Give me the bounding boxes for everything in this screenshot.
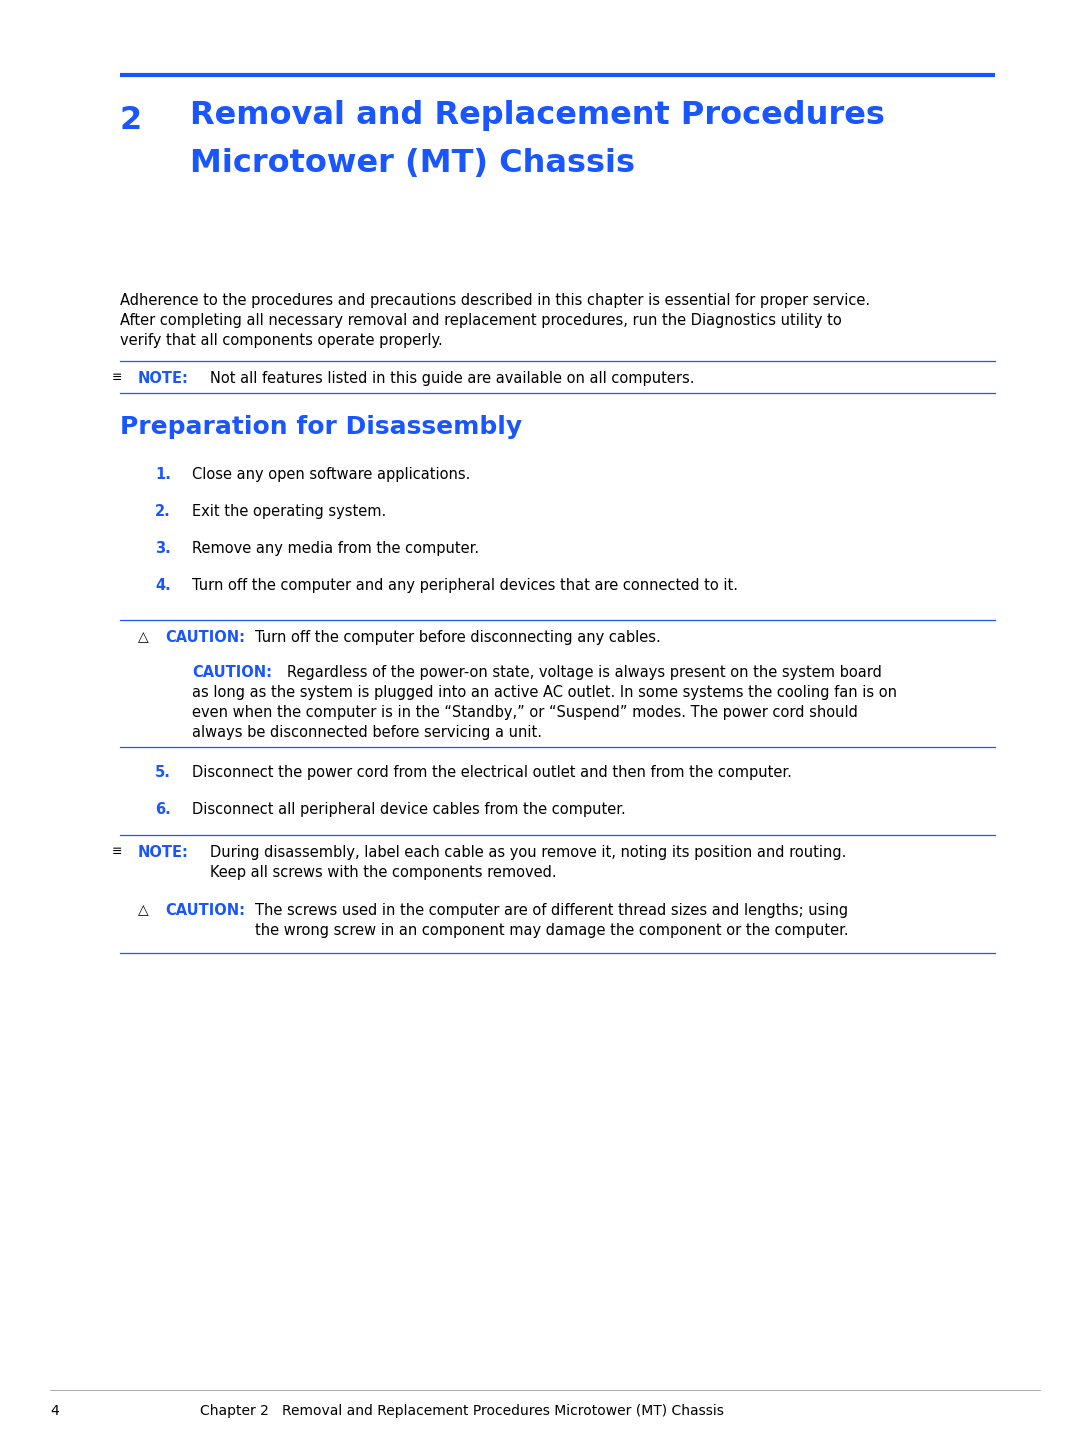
Text: CAUTION:: CAUTION: — [192, 665, 272, 680]
Text: 1.: 1. — [156, 467, 171, 481]
Text: 3.: 3. — [156, 540, 171, 556]
Text: Removal and Replacement Procedures: Removal and Replacement Procedures — [190, 101, 885, 131]
Text: Disconnect the power cord from the electrical outlet and then from the computer.: Disconnect the power cord from the elect… — [192, 764, 792, 780]
Text: Close any open software applications.: Close any open software applications. — [192, 467, 471, 481]
Text: Not all features listed in this guide are available on all computers.: Not all features listed in this guide ar… — [210, 371, 694, 387]
Text: NOTE:: NOTE: — [138, 371, 189, 387]
Text: 4: 4 — [50, 1404, 58, 1418]
Text: always be disconnected before servicing a unit.: always be disconnected before servicing … — [192, 726, 542, 740]
Text: Microtower (MT) Chassis: Microtower (MT) Chassis — [190, 148, 635, 180]
Text: the wrong screw in an component may damage the component or the computer.: the wrong screw in an component may dama… — [255, 923, 849, 938]
Text: Adherence to the procedures and precautions described in this chapter is essenti: Adherence to the procedures and precauti… — [120, 293, 870, 308]
Text: Exit the operating system.: Exit the operating system. — [192, 504, 387, 519]
Text: 6.: 6. — [156, 802, 171, 818]
Text: The screws used in the computer are of different thread sizes and lengths; using: The screws used in the computer are of d… — [255, 902, 848, 918]
Text: △: △ — [138, 902, 149, 917]
Text: Turn off the computer before disconnecting any cables.: Turn off the computer before disconnecti… — [255, 629, 661, 645]
Text: verify that all components operate properly.: verify that all components operate prope… — [120, 333, 443, 348]
Text: 5.: 5. — [156, 764, 171, 780]
Text: Keep all screws with the components removed.: Keep all screws with the components remo… — [210, 865, 556, 879]
Text: ≡: ≡ — [112, 845, 122, 858]
Text: Remove any media from the computer.: Remove any media from the computer. — [192, 540, 480, 556]
Text: Chapter 2   Removal and Replacement Procedures Microtower (MT) Chassis: Chapter 2 Removal and Replacement Proced… — [200, 1404, 724, 1418]
Text: △: △ — [138, 629, 149, 644]
Text: NOTE:: NOTE: — [138, 845, 189, 859]
Text: even when the computer is in the “Standby,” or “Suspend” modes. The power cord s: even when the computer is in the “Standb… — [192, 706, 858, 720]
Text: 2: 2 — [120, 105, 143, 137]
Text: During disassembly, label each cable as you remove it, noting its position and r: During disassembly, label each cable as … — [210, 845, 847, 859]
Text: CAUTION:: CAUTION: — [165, 902, 245, 918]
Text: as long as the system is plugged into an active AC outlet. In some systems the c: as long as the system is plugged into an… — [192, 685, 897, 700]
Text: Preparation for Disassembly: Preparation for Disassembly — [120, 415, 522, 438]
Text: ≡: ≡ — [112, 371, 122, 384]
Text: Turn off the computer and any peripheral devices that are connected to it.: Turn off the computer and any peripheral… — [192, 578, 738, 593]
Text: After completing all necessary removal and replacement procedures, run the Diagn: After completing all necessary removal a… — [120, 313, 841, 328]
Text: 2.: 2. — [156, 504, 171, 519]
Text: CAUTION:: CAUTION: — [165, 629, 245, 645]
Text: Regardless of the power-on state, voltage is always present on the system board: Regardless of the power-on state, voltag… — [287, 665, 882, 680]
Text: Disconnect all peripheral device cables from the computer.: Disconnect all peripheral device cables … — [192, 802, 625, 818]
Text: 4.: 4. — [156, 578, 171, 593]
